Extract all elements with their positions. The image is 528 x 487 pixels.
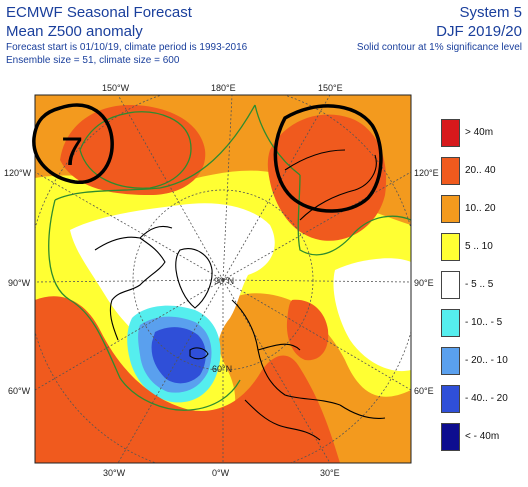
legend-swatch xyxy=(441,309,460,337)
legend-swatch xyxy=(441,195,460,223)
legend-label: 20.. 40 xyxy=(465,165,496,176)
significance-contour-main xyxy=(48,104,411,411)
significance-note: Solid contour at 1% significance level xyxy=(356,42,522,53)
significance-contours xyxy=(48,104,411,411)
legend-item: - 10.. - 5 xyxy=(441,309,528,347)
meridian-120w xyxy=(35,171,224,281)
red-anomaly-northeast xyxy=(267,114,387,241)
coastlines xyxy=(94,149,386,441)
white-pole-area xyxy=(159,215,266,286)
legend-item: - 40.. - 20 xyxy=(441,385,528,423)
chart-title: ECMWF Seasonal Forecast xyxy=(6,4,192,21)
map-field xyxy=(35,95,411,463)
lon-label-150e: 150°E xyxy=(318,83,343,93)
legend-swatch xyxy=(441,119,460,147)
legend-label: 5 .. 10 xyxy=(465,241,493,252)
lat-label-60w: 60°W xyxy=(8,386,31,396)
legend-label: - 10.. - 5 xyxy=(465,317,503,328)
meridian-120e xyxy=(222,171,411,281)
forecast-info: Forecast start is 01/10/19, climate peri… xyxy=(6,42,248,53)
legend-swatch xyxy=(441,347,460,375)
legend-swatch xyxy=(441,385,460,413)
graticule xyxy=(35,95,411,463)
coastline-north-america xyxy=(94,225,173,341)
red-anomaly-southwest xyxy=(35,296,340,463)
legend-label: - 20.. - 10 xyxy=(465,355,508,366)
lon-label-30w: 30°W xyxy=(103,468,126,478)
header-left: ECMWF Seasonal Forecast Mean Z500 anomal… xyxy=(6,4,247,67)
legend-label: - 5 .. 5 xyxy=(465,279,494,290)
meridian-60w xyxy=(35,279,224,391)
legend-swatch xyxy=(441,233,460,261)
legend-label: < - 40m xyxy=(465,431,500,442)
annotation-circle-right xyxy=(273,104,383,213)
meridian-90e xyxy=(222,279,411,283)
legend-swatch xyxy=(441,271,460,299)
dark-blue-area xyxy=(151,327,206,384)
system-label: System 5 xyxy=(459,4,522,21)
legend-item: - 5 .. 5 xyxy=(441,271,528,309)
coastline-iceland xyxy=(189,347,209,360)
coastline-europe xyxy=(244,399,386,441)
legend-item: - 20.. - 10 xyxy=(441,347,528,385)
inner-label-60n: 60°N xyxy=(212,364,232,374)
lat-label-60e: 60°E xyxy=(414,386,434,396)
lat-label-90e: 90°E xyxy=(414,278,434,288)
lat-label-90w: 90°W xyxy=(8,278,31,288)
season-label: DJF 2019/20 xyxy=(436,23,522,40)
meridian-60e xyxy=(222,279,411,391)
legend-item: 20.. 40 xyxy=(441,157,528,195)
lon-label-180e: 180°E xyxy=(211,83,236,93)
meridian-30w xyxy=(117,279,224,463)
legend-item: > 40m xyxy=(441,119,528,157)
lat-label-120e: 120°E xyxy=(414,168,439,178)
legend-label: > 40m xyxy=(465,127,494,138)
significance-contour-northwest xyxy=(79,111,192,189)
meridian-30e xyxy=(222,279,331,463)
red-anomaly-east xyxy=(286,299,329,361)
meridian-150w xyxy=(117,95,224,281)
white-east-area xyxy=(333,258,411,372)
lat-label-120w: 120°W xyxy=(4,168,32,178)
coastline-eurasia xyxy=(231,149,377,406)
legend-label: - 40.. - 20 xyxy=(465,393,508,404)
meridian-90w xyxy=(35,279,224,283)
inner-label-90n: 90°N xyxy=(214,276,234,286)
lon-label-30e: 30°E xyxy=(320,468,340,478)
legend-item: 5 .. 10 xyxy=(441,233,528,271)
legend-item: 10.. 20 xyxy=(441,195,528,233)
legend-label: 10.. 20 xyxy=(465,203,496,214)
meridian-180 xyxy=(222,95,233,281)
annotation-circle-left xyxy=(32,103,114,184)
legend-swatch xyxy=(441,157,460,185)
lon-label-0w: 0°W xyxy=(212,468,230,478)
map-frame xyxy=(34,94,412,464)
annotation-number: 7 xyxy=(61,130,83,174)
lon-label-150w: 150°W xyxy=(102,83,130,93)
coastline-greenland xyxy=(175,248,213,309)
hand-annotations xyxy=(32,103,383,213)
header-right: System 5 DJF 2019/20 Solid contour at 1%… xyxy=(357,4,522,54)
legend-swatch xyxy=(441,423,460,451)
ensemble-info: Ensemble size = 51, climate size = 600 xyxy=(6,55,180,66)
chart-subtitle: Mean Z500 anomaly xyxy=(6,23,143,40)
legend-item: < - 40m xyxy=(441,423,528,461)
